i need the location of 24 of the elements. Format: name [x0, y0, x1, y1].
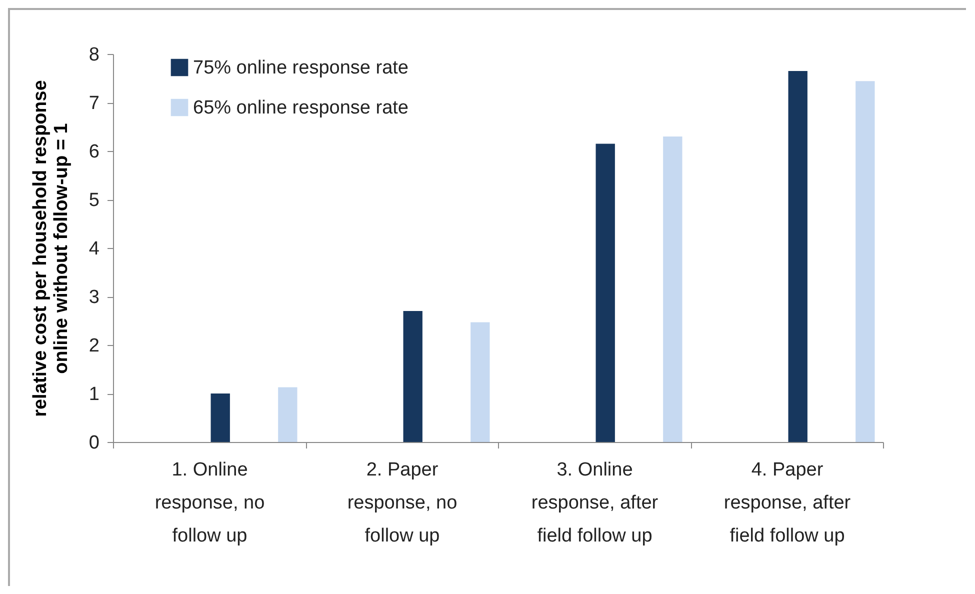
- bar: [210, 394, 230, 442]
- y-tick-label: 1: [88, 384, 100, 405]
- bar: [278, 387, 298, 442]
- y-tick-label: 0: [88, 432, 100, 454]
- x-tick-label: 2. Paper response, no follow up: [347, 460, 458, 546]
- y-tick-label: 5: [88, 190, 100, 211]
- x-tick-label: 1. Online response, no follow up: [154, 460, 265, 546]
- bar: [788, 70, 808, 442]
- y-tick-label: 7: [88, 93, 100, 114]
- y-tick-label: 8: [88, 44, 100, 66]
- y-tick-label: 3: [88, 287, 100, 308]
- y-tick-label: 4: [88, 238, 100, 260]
- x-tick-label: 3. Online response, after field follow up: [531, 460, 659, 546]
- x-tick-label: 4. Paper response, after field follow up: [724, 460, 852, 546]
- legend-label: 75% online response rate: [193, 58, 408, 78]
- y-tick-label: 2: [88, 336, 100, 356]
- legend-label: 65% online response rate: [193, 98, 408, 118]
- bar: [856, 81, 875, 442]
- bar: [596, 144, 615, 442]
- bar: [403, 311, 422, 442]
- y-tick-label: 6: [88, 142, 100, 162]
- y-axis-title: relative cost per household response online without follow-up = 1: [30, 80, 72, 417]
- bar: [470, 322, 490, 442]
- bar: [663, 136, 682, 442]
